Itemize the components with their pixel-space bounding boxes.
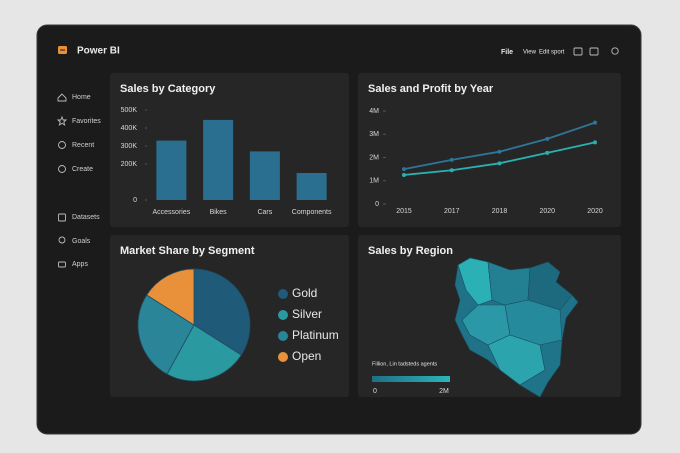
y-tick-label: 1M [369,178,379,185]
region-map [454,257,579,398]
scale-tick-label: 2M [439,388,449,395]
legend-label: Gold [292,286,317,300]
point [593,120,597,125]
nav-item[interactable]: Recent [72,142,94,149]
x-tick-label: Bikes [210,209,228,216]
y-tick-label: 400K [121,125,138,132]
point [449,168,454,173]
color-scale [372,376,450,382]
nav-item[interactable]: Favorites [72,118,101,125]
search-icon[interactable] [611,47,619,55]
toolbar-icon[interactable] [589,47,599,56]
pie-slice [166,324,242,382]
x-tick-label: Components [292,209,332,216]
legend-label: Open [292,349,321,363]
legend-label: Platinum [292,328,339,342]
x-tick-label: 2018 [492,208,508,215]
x-tick-label: 2017 [444,208,460,215]
nav-item[interactable]: Goals [72,238,91,245]
point [497,161,502,166]
scale-tick-label: 0 [373,388,377,395]
x-tick-label: Cars [257,209,272,216]
legend-label: Silver [292,307,322,321]
legend-swatch [278,289,288,299]
chart-title: Sales and Profit by Year [368,83,494,95]
bar [156,140,187,200]
point [593,140,597,145]
point [545,150,550,155]
map-legend-title: Fillion, Lin tadsteds agents [372,361,437,367]
point [402,167,406,172]
y-tick-label: 500K [121,107,138,114]
chart-title: Sales by Category [120,83,216,95]
point [449,157,454,162]
panel [358,73,621,227]
point [497,149,502,154]
sidebar-icons [56,93,68,268]
nav-item[interactable]: Create [72,166,93,173]
toolbar-icon[interactable] [573,47,583,56]
menu-item[interactable]: File [501,49,513,56]
y-tick-label: 3M [369,131,379,138]
nav-item[interactable]: Datasets [72,214,100,221]
y-tick-label: 4M [369,108,379,115]
chart-title: Market Share by Segment [120,245,255,257]
app-name: Power BI [77,46,120,57]
menu-item[interactable]: View [523,50,537,56]
nav-item[interactable]: Apps [72,261,88,268]
pie-slice [146,268,195,326]
bar [203,119,234,200]
legend-swatch [278,310,288,320]
point [402,172,406,177]
x-tick-label: Accessories [153,209,191,216]
y-tick-label: 200K [121,161,138,168]
x-tick-label: 2020 [539,208,555,215]
menu-item[interactable]: Edit sport [539,50,565,56]
legend-swatch [278,331,288,341]
bar [249,151,280,200]
y-tick-label: 0 [375,201,379,208]
y-tick-label: 300K [121,143,138,150]
pie-slice [137,294,195,375]
y-tick-label: 2M [369,154,379,161]
chart-title: Sales by Region [368,245,453,257]
bar [296,173,327,200]
point [545,136,550,141]
y-tick-label: 0 [133,197,137,204]
x-tick-label: 2015 [396,208,412,215]
nav-item[interactable]: Home [72,94,91,101]
x-tick-label: 2020 [587,208,603,215]
legend-swatch [278,352,288,362]
